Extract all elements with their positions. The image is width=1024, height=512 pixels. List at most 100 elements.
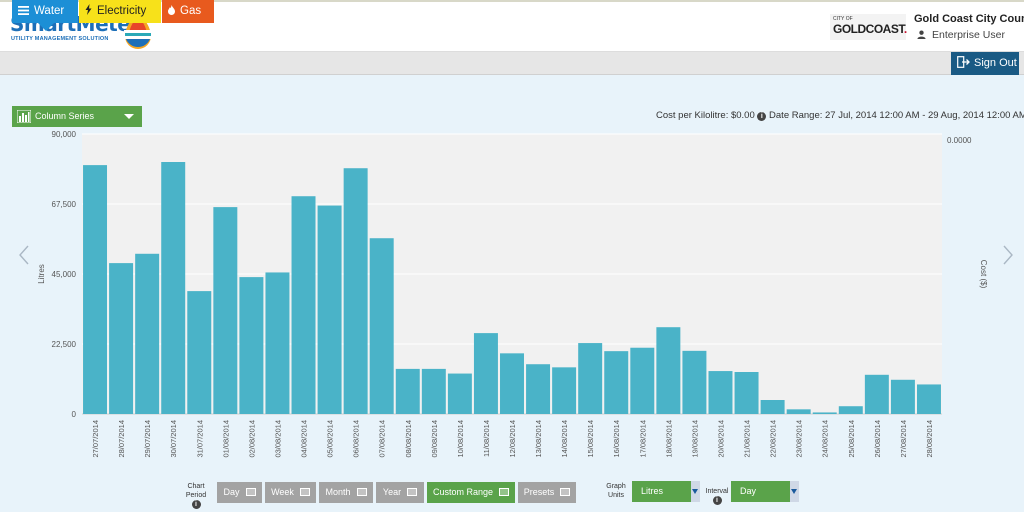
x-tick-label: 09/08/2014 [430,420,439,458]
period-month-button[interactable]: Month [319,482,373,503]
info-icon[interactable]: i [757,112,767,121]
tab-water[interactable]: Water [12,0,78,31]
bar[interactable] [343,168,368,414]
calendar-icon [299,488,310,496]
bar[interactable] [83,165,108,414]
y-tick-label: 0 [72,410,77,419]
info-icon[interactable]: i [191,500,201,509]
bar[interactable] [552,367,577,414]
bar[interactable] [760,400,785,414]
period-custom-range-button[interactable]: Custom Range [427,482,515,503]
bar[interactable] [526,364,551,414]
x-tick-label: 26/08/2014 [873,420,882,458]
x-tick-label: 18/08/2014 [664,420,673,458]
chevron-right-icon[interactable] [1002,244,1014,266]
x-tick-label: 21/08/2014 [743,420,752,458]
bar[interactable] [656,327,681,414]
bar[interactable] [708,371,733,414]
period-presets-button[interactable]: Presets [518,482,576,503]
sign-out-icon [957,56,970,68]
sign-out-label: Sign Out [974,57,1017,69]
x-tick-label: 07/08/2014 [378,420,387,458]
bar[interactable] [135,253,160,414]
interval-select[interactable]: Day [731,481,799,502]
info-icon[interactable]: i [712,496,722,505]
bar[interactable] [291,196,316,414]
user-role-label: Enterprise User [932,29,1005,41]
column-chart-icon [17,110,31,123]
x-tick-label: 28/07/2014 [117,420,126,458]
user-role[interactable]: Enterprise User [914,29,1005,41]
user-icon [917,30,926,39]
interval-label: Interval i [705,488,729,505]
x-tick-label: 04/08/2014 [300,420,309,458]
council-logo-small: CITY OF [833,16,853,22]
bar[interactable] [864,374,889,414]
y2-tick-label: 0.0000 [947,136,972,145]
x-tick-label: 25/08/2014 [847,420,856,458]
sign-out-button[interactable]: Sign Out [951,52,1019,75]
bar[interactable] [604,351,629,414]
x-tick-label: 14/08/2014 [560,420,569,458]
council-logo-main: GOLDCOAST. [833,22,907,36]
bar[interactable] [838,406,863,414]
chevron-down-icon [790,481,799,502]
series-type-label: Column Series [35,111,95,121]
tab-electricity[interactable]: Electricity [79,0,161,23]
x-tick-label: 22/08/2014 [769,420,778,458]
bar[interactable] [187,291,212,414]
chevron-left-icon[interactable] [18,244,30,266]
chart-period-label: Chart Period i [185,483,207,509]
x-tick-label: 23/08/2014 [795,420,804,458]
bar[interactable] [109,263,134,414]
period-day-button[interactable]: Day [217,482,262,503]
interval-value: Day [740,486,757,496]
usage-chart: 0 22,500 45,000 67,500 90,000 0.0000 Litres Cos… [37,130,988,458]
bar[interactable] [265,272,290,414]
bar[interactable] [395,368,420,414]
x-tick-label: 27/07/2014 [91,420,100,458]
graph-units-select[interactable]: Litres [632,481,700,502]
chevron-down-icon [691,481,700,502]
x-tick-label: 10/08/2014 [456,420,465,458]
bar[interactable] [161,162,186,414]
y-tick-label: 22,500 [52,340,77,349]
x-tick-label: 31/07/2014 [195,420,204,458]
bar[interactable] [473,333,498,414]
droplet-logo-icon [124,9,152,49]
x-tick-label: 06/08/2014 [352,420,361,458]
calendar-icon [560,488,571,496]
period-week-button[interactable]: Week [265,482,316,503]
bar[interactable] [447,373,472,414]
y-axis-title: Litres [37,264,46,284]
bar[interactable] [317,205,342,414]
y-tick-label: 45,000 [52,270,77,279]
bar[interactable] [682,350,707,414]
bar[interactable] [369,238,394,414]
bar[interactable] [239,277,264,414]
smartmeter-logo[interactable]: SmartMeter UTILITY MANAGEMENT SOLUTION [10,8,160,52]
x-tick-label: 17/08/2014 [638,420,647,458]
bar[interactable] [916,384,941,414]
x-tick-label: 20/08/2014 [716,420,725,458]
bar[interactable] [630,347,655,414]
tab-gas[interactable]: Gas [162,0,214,23]
bar[interactable] [578,343,603,414]
utility-tab-bar [0,52,1024,75]
tab-water-label: Water [34,5,65,17]
bar[interactable] [786,409,811,414]
bar[interactable] [812,412,837,414]
x-tick-label: 08/08/2014 [404,420,413,458]
bar[interactable] [734,372,759,414]
calendar-icon [407,488,418,496]
flame-icon [168,5,175,15]
bar[interactable] [213,207,238,414]
series-type-dropdown[interactable]: Column Series [12,106,142,127]
bar[interactable] [500,353,524,414]
period-year-button[interactable]: Year [376,482,424,503]
x-tick-label: 01/08/2014 [221,420,230,458]
bar[interactable] [421,368,446,414]
calendar-icon [356,488,367,496]
bar[interactable] [890,379,915,414]
graph-units-value: Litres [641,486,664,496]
